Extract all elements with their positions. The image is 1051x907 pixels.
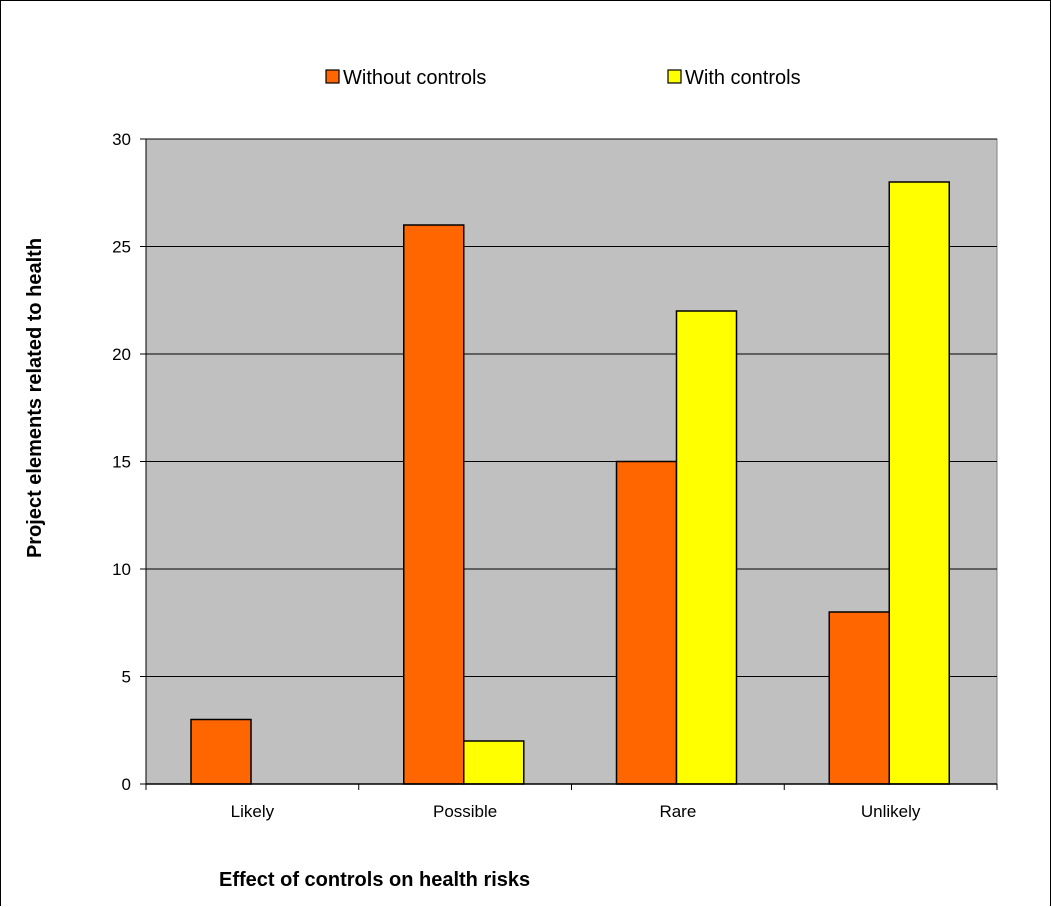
x-tick-label: Likely [231, 802, 275, 821]
legend-item: With controls [667, 67, 801, 89]
y-tick-labels: 0 5 10 15 20 25 30 [112, 130, 131, 794]
bar-without-controls-likely [190, 718, 252, 785]
y-tick-label: 0 [122, 775, 131, 794]
legend-label: Without controls [343, 67, 486, 89]
x-axis-title: Effect of controls on health risks [219, 869, 530, 891]
x-tick-labels: Likely Possible Rare Unlikely [231, 802, 921, 821]
bars [190, 181, 950, 785]
bar-without-controls-unlikely [828, 611, 890, 785]
x-tick-label: Unlikely [861, 802, 921, 821]
legend-swatch [667, 69, 682, 84]
y-tick-label: 5 [122, 668, 131, 687]
bar-without-controls-rare [615, 460, 678, 785]
y-tick-label: 15 [112, 453, 131, 472]
y-tick-label: 30 [112, 130, 131, 149]
x-tick-label: Possible [433, 802, 497, 821]
y-tick-label: 20 [112, 345, 131, 364]
axes [140, 138, 998, 790]
legend-label: With controls [685, 67, 801, 89]
x-tick-label: Rare [659, 802, 696, 821]
bar-with-controls-rare [675, 310, 738, 785]
legend-item: Without controls [325, 67, 486, 89]
y-tick-label: 25 [112, 238, 131, 257]
bar-with-controls-possible [463, 740, 525, 785]
chart-legend: Without controls With controls [325, 67, 801, 89]
bar-with-controls-unlikely [888, 181, 950, 785]
y-axis-title: Project elements related to health [24, 238, 46, 558]
bar-without-controls-possible [403, 224, 465, 785]
y-tick-label: 10 [112, 560, 131, 579]
legend-swatch [325, 69, 340, 84]
